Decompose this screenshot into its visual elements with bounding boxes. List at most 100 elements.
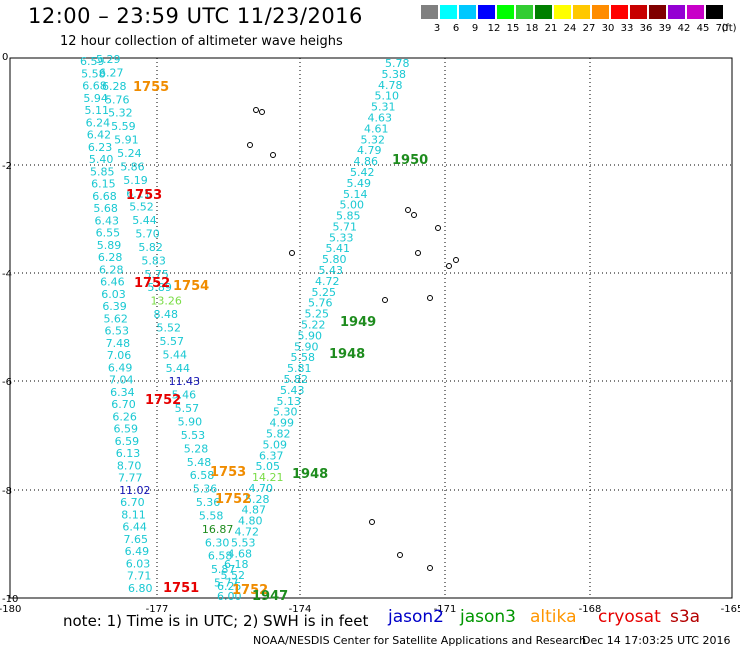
wave-height-value: 6.03 — [126, 557, 151, 570]
pass-time-label: 1754 — [173, 279, 209, 294]
color-scale-label: 70 — [715, 23, 729, 34]
color-scale-label: 3 — [433, 23, 441, 34]
wave-height-value: 6.00 — [217, 590, 242, 603]
wave-height-value: 5.48 — [187, 456, 212, 469]
wave-height-value: 5.94 — [83, 92, 108, 105]
y-tick-label: -6 — [2, 377, 12, 388]
wave-height-value: 5.90 — [298, 329, 323, 342]
island-outline — [427, 565, 433, 571]
wave-height-value: 5.28 — [184, 442, 209, 455]
wave-height-value: 6.42 — [87, 129, 112, 142]
wave-height-value: 14.21 — [252, 471, 284, 484]
map-frame — [9, 57, 733, 599]
wave-height-value: 6.37 — [259, 449, 284, 462]
pass-time-label: 1753 — [126, 188, 162, 203]
wave-height-value: 5.57 — [160, 335, 185, 348]
wave-height-value: 6.18 — [224, 558, 249, 571]
wave-height-value: 5.52 — [129, 201, 154, 214]
color-swatch — [592, 5, 609, 19]
wave-height-value: 7.71 — [127, 570, 152, 583]
wave-height-value: 5.52 — [221, 569, 246, 582]
color-swatch — [687, 5, 704, 19]
wave-height-value: 5.32 — [361, 133, 386, 146]
wave-height-value: 6.55 — [96, 227, 121, 240]
wave-height-value: 5.14 — [343, 188, 368, 201]
wave-height-value: 5.82 — [284, 373, 309, 386]
color-scale-label: 12 — [487, 23, 501, 34]
wave-height-value: 5.85 — [336, 210, 361, 223]
wave-height-value: 7.04 — [109, 374, 134, 387]
color-scale-label: 15 — [506, 23, 520, 34]
map-subtitle: 12 hour collection of altimeter wave hei… — [60, 34, 343, 49]
wave-height-value: 5.59 — [111, 120, 136, 133]
wave-height-value: 4.61 — [364, 122, 389, 135]
color-scale-label: 39 — [658, 23, 672, 34]
wave-height-value: 5.44 — [132, 214, 157, 227]
generation-timestamp: Dec 14 17:03:25 UTC 2016 — [582, 634, 731, 647]
color-swatch — [440, 5, 457, 19]
wave-height-value: 5.89 — [97, 239, 122, 252]
x-tick-label: -177 — [146, 604, 169, 615]
wave-height-value: 6.28 — [102, 80, 127, 93]
island-outline — [411, 212, 417, 218]
island-outline — [405, 207, 411, 213]
wave-height-value: 5.52 — [157, 322, 182, 335]
wave-height-value: 6.68 — [82, 80, 107, 93]
island-outline — [446, 263, 452, 269]
color-swatch — [421, 5, 438, 19]
wave-height-value: 4.87 — [242, 504, 267, 517]
wave-height-value: 5.36 — [193, 483, 218, 496]
wave-height-value: 5.90 — [178, 415, 203, 428]
wave-height-value: 7.06 — [107, 349, 132, 362]
wave-height-value: 6.11 — [126, 187, 151, 200]
wave-height-value: 6.53 — [105, 325, 130, 338]
wave-height-value: 5.86 — [120, 160, 145, 173]
wave-height-value: 8.11 — [121, 508, 146, 521]
color-scale-label: 27 — [582, 23, 596, 34]
island-outline — [427, 295, 433, 301]
wave-height-value: 5.11 — [84, 104, 109, 117]
wave-height-value: 5.70 — [135, 228, 160, 241]
wave-height-value: 5.40 — [89, 153, 114, 166]
wave-height-value: 5.53 — [181, 429, 206, 442]
wave-height-value: 5.58 — [199, 509, 224, 522]
wave-height-value: 8.48 — [153, 308, 178, 321]
color-scale-label: 36 — [639, 23, 653, 34]
wave-height-value: 6.13 — [116, 447, 141, 460]
island-outline — [415, 250, 421, 256]
altimeter-track-left-inner: 5.296.276.285.765.325.595.915.245.865.19… — [96, 53, 242, 603]
island-outline — [397, 552, 403, 558]
wave-height-value: 6.30 — [205, 536, 230, 549]
wave-height-value: 5.25 — [305, 308, 330, 321]
wave-height-value: 6.44 — [122, 521, 147, 534]
pass-time-label: 1755 — [133, 80, 169, 95]
color-swatch — [706, 5, 723, 19]
color-scale-label: 45 — [696, 23, 710, 34]
wave-height-value: 6.70 — [120, 496, 144, 509]
wave-height-value: 5.32 — [108, 107, 133, 120]
wave-height-value: 5.33 — [329, 231, 354, 244]
color-scale-label: 24 — [563, 23, 577, 34]
wave-height-value: 4.72 — [315, 275, 340, 288]
wave-height-value: 5.10 — [375, 90, 400, 103]
satellite-legend-cryosat: cryosat — [598, 607, 661, 627]
wave-height-value: 5.57 — [175, 402, 200, 415]
wave-height-value: 4.86 — [354, 155, 379, 168]
color-swatch — [630, 5, 647, 19]
color-swatch — [611, 5, 628, 19]
pass-time-label: 1752 — [232, 583, 268, 598]
color-swatch — [649, 5, 666, 19]
altimeter-track-left: 6.595.586.685.945.116.246.426.235.405.85… — [80, 55, 153, 595]
island-outline — [453, 257, 459, 263]
color-swatch — [478, 5, 495, 19]
wave-height-value: 6.03 — [101, 288, 126, 301]
wave-height-value: 6.23 — [88, 141, 113, 154]
color-scale-label: 30 — [601, 23, 615, 34]
unit-label: (ft) — [721, 23, 737, 34]
color-scale-label: 42 — [677, 23, 691, 34]
wave-height-value: 5.42 — [350, 166, 375, 179]
wave-height-value: 5.71 — [333, 220, 358, 233]
island-outline — [369, 519, 375, 525]
wave-height-value: 5.36 — [196, 496, 221, 509]
